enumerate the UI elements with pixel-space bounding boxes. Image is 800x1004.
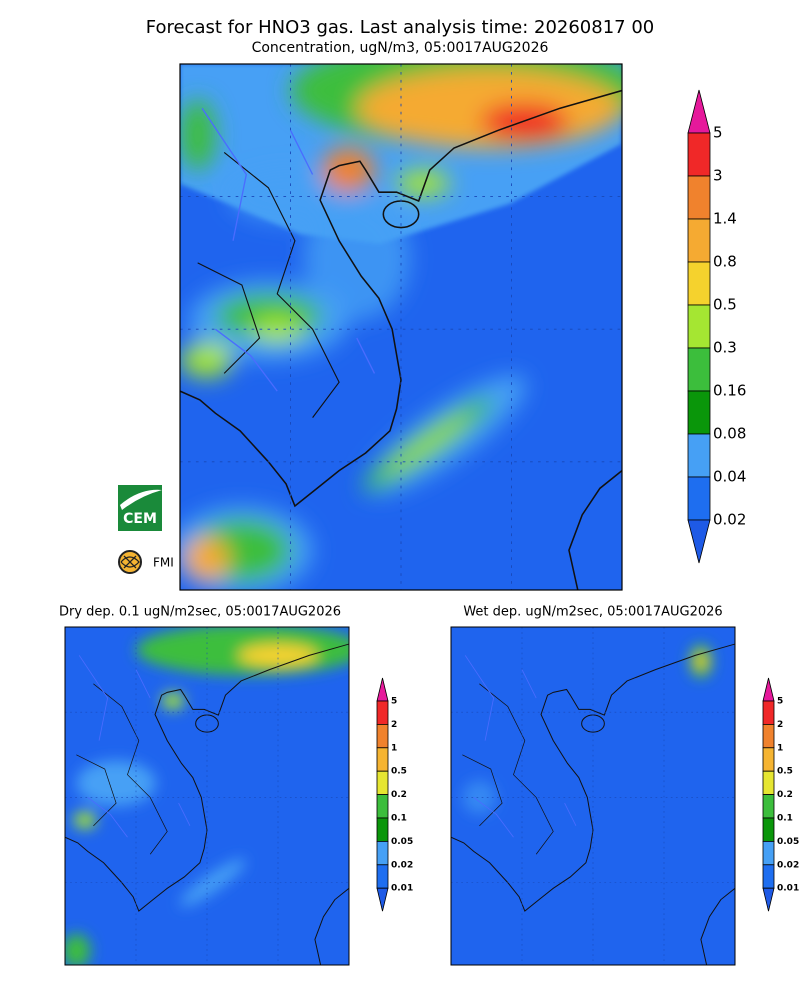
wet-panel-title: Wet dep. ugN/m2sec, 05:0017AUG2026 [463,605,722,620]
colorbar-label: 0.5 [713,296,737,314]
colorbar-label: 0.01 [391,884,413,894]
colorbar-label: 0.3 [713,339,737,357]
colorbar-box [376,794,389,819]
colorbar-box [376,817,389,842]
main-map-frame [179,63,623,591]
cem-logo-swoosh [120,489,162,510]
colorbar-box [762,841,775,866]
colorbar-label: 3 [713,167,723,185]
colorbar-label: 5 [391,697,397,707]
colorbar-box [762,724,775,749]
subtitle: Concentration, ugN/m3, 05:0017AUG2026 [252,40,549,56]
colorbar-label: 0.5 [777,767,793,777]
fmi-logo-text: FMI [153,556,174,570]
colorbar-box [687,218,711,263]
colorbar-label: 0.2 [391,790,407,800]
colorbar-label: 5 [777,697,783,707]
colorbar-tip-top [376,677,389,702]
colorbar-box [376,841,389,866]
colorbar-label: 0.02 [713,511,746,529]
colorbar-label: 0.01 [777,884,799,894]
colorbar-tip-bottom [762,887,775,912]
colorbar-label: 2 [777,720,783,730]
fmi-logo-mark [120,555,140,569]
colorbar-label: 0.1 [391,814,407,824]
wet-map [451,627,735,965]
colorbar-label: 0.02 [391,860,413,870]
colorbar-label: 0.05 [777,837,799,847]
colorbar-label: 0.8 [713,253,737,271]
dry-map [65,627,349,965]
colorbar-label: 5 [713,124,723,142]
colorbar-label: 0.1 [777,814,793,824]
colorbar-label: 0.5 [391,767,407,777]
main-map [180,64,622,590]
colorbar-box [762,747,775,772]
dry-panel-title: Dry dep. 0.1 ugN/m2sec, 05:0017AUG2026 [59,605,341,620]
colorbar-label: 0.08 [713,425,746,443]
colorbar-box [687,175,711,220]
colorbar-label: 1.4 [713,210,737,228]
colorbar-label: 0.02 [777,860,799,870]
colorbar-box [762,794,775,819]
colorbar-box [687,261,711,306]
colorbar-label: 0.05 [391,837,413,847]
colorbar-box [762,817,775,842]
colorbar-tip-top [762,677,775,702]
colorbar-box [687,433,711,478]
colorbar-box [762,770,775,796]
colorbar-box [376,700,389,725]
colorbar-box [376,724,389,749]
colorbar-box [762,864,775,889]
colorbar-box [687,132,711,177]
colorbar-box [687,390,711,435]
colorbar-box [687,476,711,521]
colorbar-label: 2 [391,720,397,730]
colorbar-label: 1 [391,743,397,753]
dry-map-frame [64,626,350,966]
colorbar-box [687,347,711,392]
title: Forecast for HNO3 gas. Last analysis tim… [146,17,655,38]
colorbar-box [762,700,775,725]
colorbar-label: 0.16 [713,382,746,400]
wet-map-frame [450,626,736,966]
cem-logo [118,485,162,531]
colorbar-box [687,304,711,349]
colorbar-box [376,864,389,889]
colorbar-label: 1 [777,743,783,753]
colorbar-label: 0.2 [777,790,793,800]
colorbar-label: 0.04 [713,468,746,486]
colorbar-tip-bottom [376,887,389,912]
colorbar-tip-bottom [687,519,711,564]
colorbar-tip-top [687,89,711,134]
colorbar-box [376,770,389,796]
colorbar-box [376,747,389,772]
cem-logo-text: CEM [123,511,157,527]
